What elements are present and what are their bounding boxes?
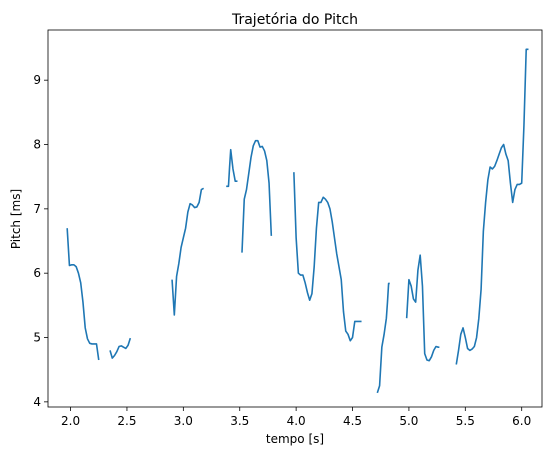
x-tick-label: 2.0: [61, 414, 80, 428]
pitch-segment-7: [376, 282, 390, 394]
x-axis-ticks: 2.0 2.5 3.0 3.5 4.0 4.5 5.0 5.5 6.0: [61, 407, 531, 428]
y-tick-label: 5: [33, 331, 41, 345]
pitch-segment-4: [226, 148, 238, 188]
pitch-segment-5: [241, 139, 273, 253]
x-tick-label: 3.5: [230, 414, 249, 428]
pitch-segment-1: [66, 228, 100, 361]
x-tick-label: 2.5: [117, 414, 136, 428]
series-lines: [66, 48, 529, 394]
y-axis-label: Pitch [ms]: [9, 189, 23, 249]
pitch-segment-2: [109, 337, 132, 359]
x-tick-label: 4.0: [287, 414, 306, 428]
y-tick-label: 8: [33, 138, 41, 152]
pitch-segment-8: [405, 254, 440, 362]
pitch-segment-9: [455, 48, 529, 365]
chart-title: Trajetória do Pitch: [231, 12, 358, 28]
y-tick-label: 4: [33, 395, 41, 409]
x-tick-label: 6.0: [512, 414, 531, 428]
y-tick-label: 9: [33, 73, 41, 87]
y-axis-ticks: 4 5 6 7 8 9: [33, 73, 48, 409]
x-tick-label: 3.0: [174, 414, 193, 428]
x-axis-label: tempo [s]: [266, 432, 324, 446]
pitch-segment-6: [293, 172, 362, 342]
pitch-segment-3: [171, 187, 205, 316]
x-tick-label: 4.5: [343, 414, 362, 428]
x-tick-label: 5.5: [456, 414, 475, 428]
plot-frame: [47, 29, 543, 408]
x-tick-label: 5.0: [399, 414, 418, 428]
y-tick-label: 7: [33, 202, 41, 216]
y-tick-label: 6: [33, 266, 41, 280]
